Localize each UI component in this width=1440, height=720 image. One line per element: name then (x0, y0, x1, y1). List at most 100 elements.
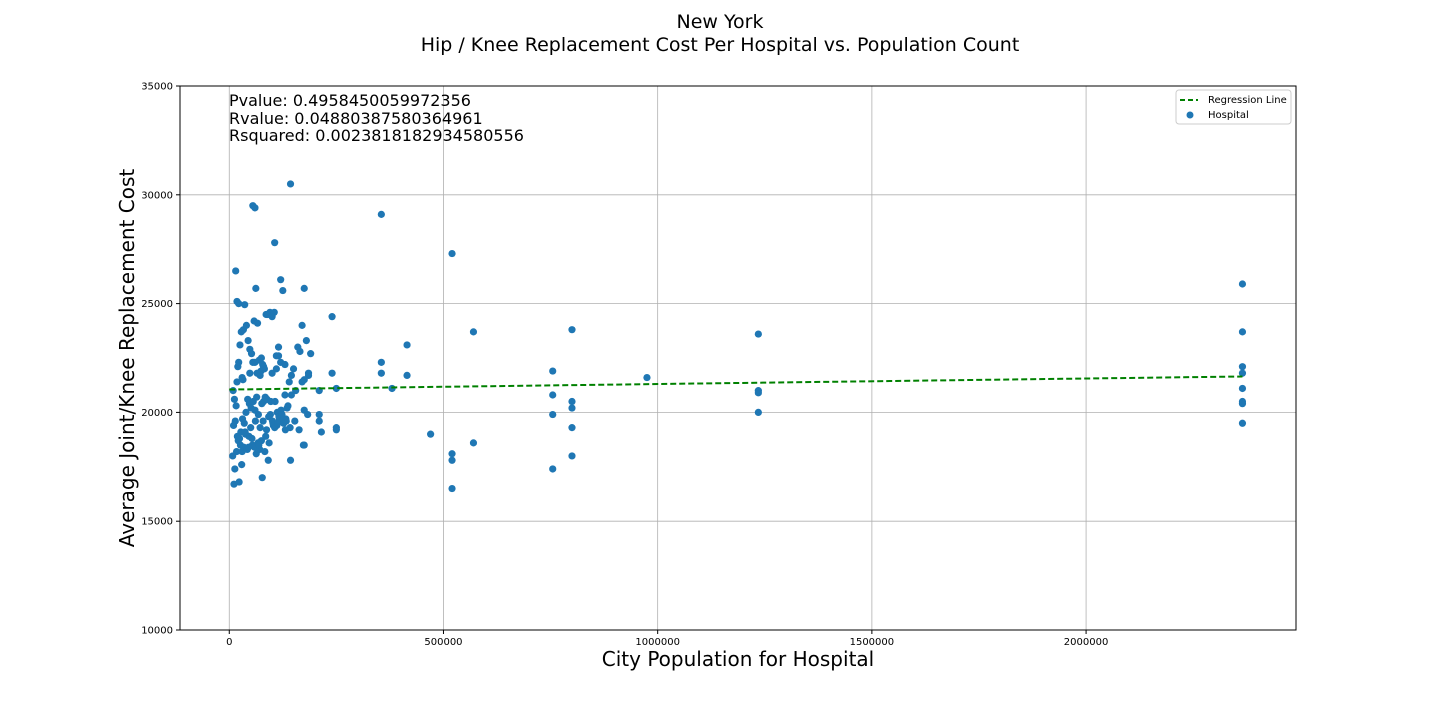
hospital-point (568, 452, 576, 460)
hospital-point (549, 410, 557, 419)
hospital-point (282, 417, 290, 425)
hospital-point (259, 363, 268, 371)
hospital-point (252, 284, 260, 292)
hospital-point (388, 384, 396, 393)
hospital-point (266, 410, 274, 419)
legend-box (1175, 89, 1292, 125)
hospital-point (377, 210, 385, 218)
hospital-point (235, 300, 243, 308)
y-tick-label: 25000 (141, 299, 173, 310)
hospital-point (289, 365, 298, 373)
hospital-point (271, 397, 279, 406)
hospital-point (448, 484, 456, 493)
x-axis-label: City Population for Hospital (602, 647, 874, 671)
y-tick-label: 30000 (141, 190, 173, 201)
hospital-point (281, 391, 289, 399)
hospital-point (1238, 400, 1247, 408)
hospital-point (298, 321, 306, 329)
x-tick-label: 1500000 (850, 637, 895, 648)
hospital-point (448, 456, 456, 464)
hospital-point (284, 402, 292, 410)
hospital-point (568, 397, 576, 406)
hospital-point (328, 313, 336, 321)
hospital-point (549, 367, 557, 375)
hospital-point (568, 424, 576, 432)
hospital-point (279, 286, 287, 295)
hospital-point (241, 301, 249, 309)
hospital-point (233, 378, 241, 386)
hospital-point (469, 439, 478, 447)
hospital-point (1238, 369, 1247, 377)
hospital-point (256, 371, 264, 380)
hospital-point (231, 465, 239, 473)
hospital-point (246, 369, 254, 377)
hospital-point (242, 408, 250, 416)
hospital-point (277, 276, 285, 284)
hospital-point (304, 369, 313, 377)
y-tick-label: 15000 (141, 517, 173, 528)
hospital-point (262, 426, 271, 434)
hospital-point (259, 417, 267, 425)
hospital-point (427, 430, 435, 438)
hospital-point (1238, 419, 1247, 427)
hospital-point (271, 239, 279, 247)
hospital-point (251, 417, 259, 425)
hospital-point (265, 439, 273, 447)
hospital-point (229, 387, 237, 395)
hospital-point (754, 408, 762, 416)
hospital-point (377, 358, 385, 366)
hospital-point (262, 432, 270, 440)
hospital-point (403, 341, 411, 349)
rsquared-annotation: Rsquared: 0.002381818293458055​6 (229, 126, 524, 145)
hospital-point (230, 395, 239, 403)
y-axis-label: Average Joint/Knee Replacement Cost (115, 169, 139, 548)
hospital-point (272, 365, 280, 373)
hospital-point (568, 404, 576, 412)
hospital-point (278, 410, 286, 419)
hospital-point (568, 326, 576, 334)
hospital-point (231, 417, 239, 425)
x-tick-label: 0 (226, 637, 232, 648)
hospital-point (287, 371, 295, 380)
hospital-point (251, 204, 259, 212)
hospital-point (238, 461, 246, 469)
hospital-point (274, 352, 283, 360)
hospital-point (754, 389, 762, 397)
hospital-point (281, 360, 289, 369)
hospital-point (232, 267, 240, 275)
hospital-point (232, 402, 240, 410)
chart-title: New York (676, 11, 763, 33)
hospital-point (281, 426, 289, 434)
legend-regression-label: Regression Line (1208, 95, 1287, 106)
hospital-point (255, 441, 263, 449)
hospital-point (247, 424, 255, 432)
hospital-point (469, 328, 478, 336)
hospital-point (403, 371, 411, 380)
hospital-point (291, 417, 299, 425)
hospital-point (244, 443, 253, 451)
hospital-point (286, 180, 295, 188)
axis-ticks: 0 500000 1000000 1500000 2000000 10000 15000 20… (141, 82, 1108, 649)
hospital-point (304, 410, 312, 419)
hospital-point (274, 343, 283, 351)
hospital-point (643, 373, 651, 382)
hospital-point (257, 354, 265, 362)
hospital-point (302, 336, 310, 345)
legend: Regression Line Hospital (1175, 89, 1292, 125)
hospital-point (754, 330, 762, 338)
hospital-point (317, 428, 325, 436)
hospital-point (1238, 280, 1247, 288)
hospital-point (448, 450, 456, 458)
rvalue-annotation: Rvalue: 0.04880387580364961 (229, 109, 483, 128)
hospital-point (254, 410, 262, 419)
hospital-point (377, 369, 385, 377)
hospital-point (448, 249, 456, 258)
hospital-point (241, 428, 249, 436)
hospital-point (315, 417, 323, 425)
hospital-point (270, 308, 278, 316)
hospital-point (236, 341, 244, 349)
hospital-point (332, 384, 340, 393)
legend-hospital-label: Hospital (1208, 110, 1249, 121)
hospital-point (264, 456, 272, 464)
